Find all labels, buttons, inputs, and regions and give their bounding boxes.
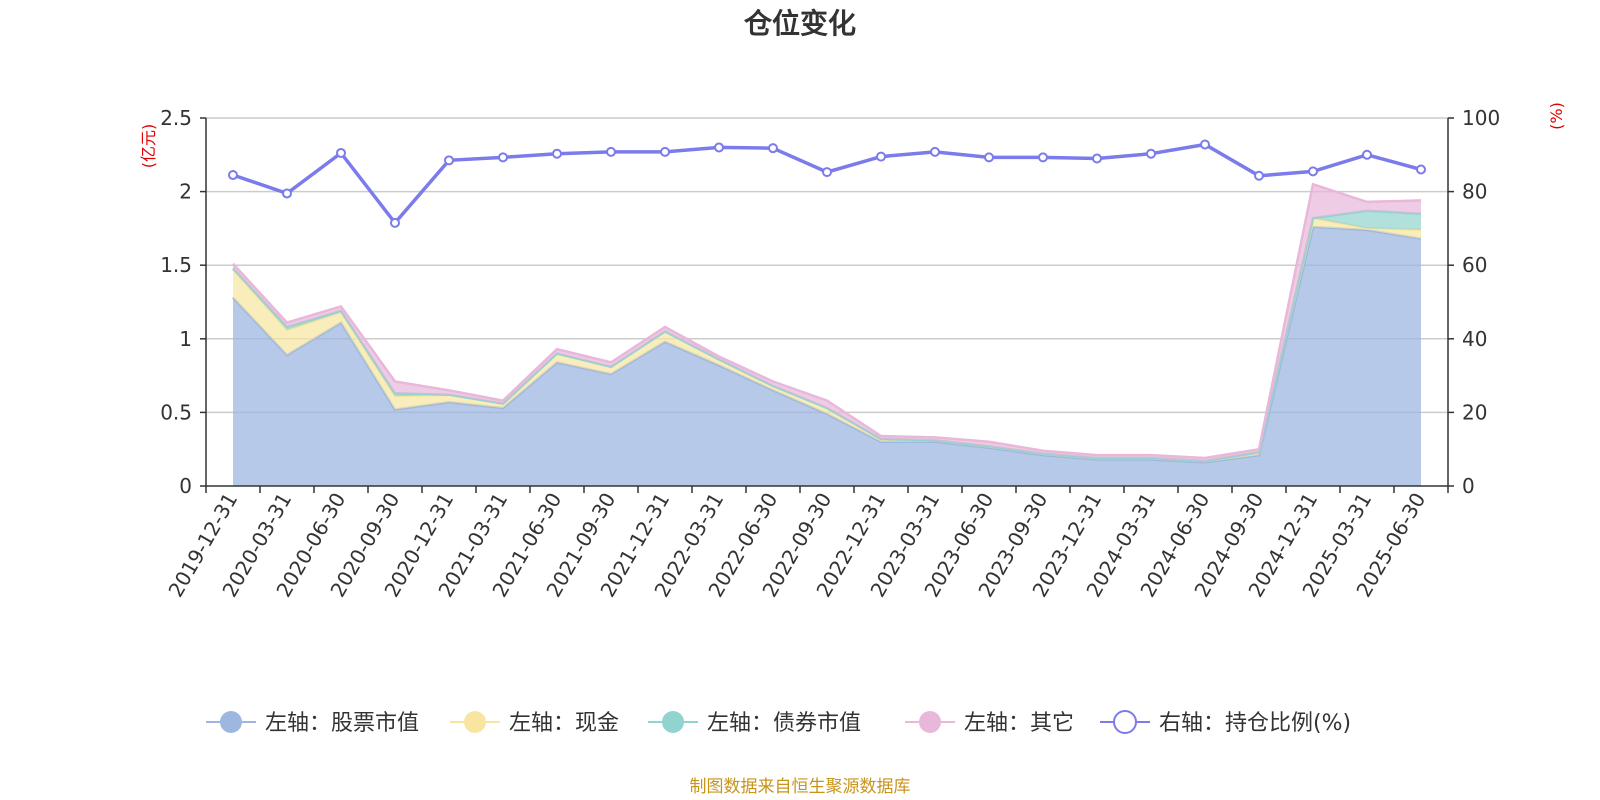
right-tick-label: 60	[1462, 253, 1487, 277]
stacked-areas	[232, 182, 1422, 486]
ratio-point	[822, 167, 832, 178]
ratio-point	[1362, 149, 1372, 160]
data-source-note: 制图数据来自恒生聚源数据库	[690, 777, 911, 797]
right-tick-label: 0	[1462, 474, 1475, 498]
ratio-point	[1308, 166, 1318, 177]
area-4	[233, 184, 1421, 461]
ratio-point	[282, 188, 292, 199]
legend-item-4[interactable]: 左轴：其它	[905, 711, 1074, 736]
ratio-point	[228, 170, 238, 181]
left-axis-unit: (亿元)	[139, 124, 158, 169]
chart-title: 仓位变化	[744, 7, 856, 40]
legend-marker	[662, 711, 684, 733]
legend-marker	[1113, 710, 1137, 734]
legend-label: 左轴：债券市值	[707, 711, 861, 736]
ratio-line-path	[232, 142, 1422, 226]
left-tick-label: 1	[179, 327, 192, 351]
ratio-point	[336, 147, 346, 158]
ratio-point	[1038, 152, 1048, 163]
ratio-point	[1416, 164, 1426, 175]
ratio-point	[1146, 148, 1156, 159]
legend-label: 左轴：现金	[509, 711, 619, 736]
area-1	[233, 226, 1421, 486]
ratio-point	[984, 152, 994, 163]
right-tick-label: 80	[1462, 180, 1487, 204]
right-axis-unit: (%)	[1547, 102, 1566, 130]
ratio-point	[1092, 153, 1102, 164]
legend-item-2[interactable]: 左轴：现金	[450, 711, 619, 736]
grid-lines	[206, 117, 1448, 414]
left-tick-label: 2	[179, 180, 192, 204]
ratio-point	[768, 143, 778, 154]
legend-item-5[interactable]: 右轴：持仓比例(%)	[1100, 710, 1351, 736]
left-tick-label: 0	[179, 474, 192, 498]
legend-marker	[220, 711, 242, 733]
left-tick-label: 1.5	[160, 253, 192, 277]
left-tick-label: 2.5	[160, 106, 192, 130]
ratio-point	[714, 142, 724, 153]
ratio-point	[660, 146, 670, 157]
ratio-point	[930, 146, 940, 157]
ratio-point	[606, 146, 616, 157]
legend-marker	[464, 711, 486, 733]
ratio-point	[498, 152, 508, 163]
legend-item-3[interactable]: 左轴：债券市值	[648, 711, 861, 736]
legend: 左轴：股票市值 左轴：现金 左轴：债券市值 左轴：其它 右轴：持仓比例(%)	[206, 710, 1351, 736]
ratio-point	[390, 217, 400, 228]
ratio-point	[876, 151, 886, 162]
ratio-point	[444, 155, 454, 166]
ratio-line	[228, 139, 1426, 228]
area-edge-4	[232, 182, 1422, 460]
legend-label: 左轴：股票市值	[265, 711, 419, 736]
right-tick-label: 40	[1462, 327, 1487, 351]
legend-marker	[919, 711, 941, 733]
right-tick-label: 100	[1462, 106, 1500, 130]
ratio-point	[552, 148, 562, 159]
area-2	[233, 218, 1421, 463]
legend-label: 右轴：持仓比例(%)	[1159, 711, 1351, 736]
legend-label: 左轴：其它	[964, 711, 1074, 736]
ratio-point	[1200, 139, 1210, 150]
legend-item-1[interactable]: 左轴：股票市值	[206, 711, 419, 736]
ratio-point	[1254, 170, 1264, 181]
right-tick-label: 20	[1462, 400, 1487, 424]
left-tick-label: 0.5	[160, 400, 192, 424]
